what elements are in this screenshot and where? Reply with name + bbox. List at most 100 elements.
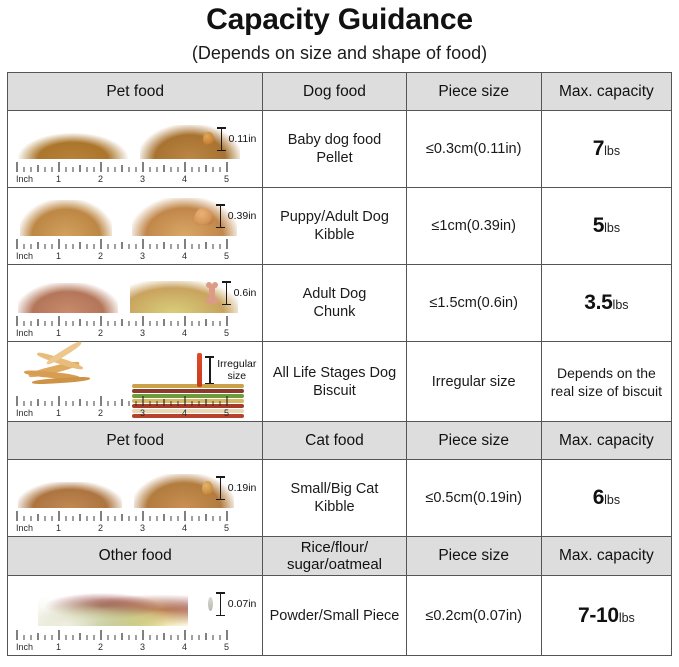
- svg-text:Inch: Inch: [16, 642, 33, 652]
- max-capacity-cell: 7-10lbs: [540, 575, 673, 656]
- food-pile-group: [14, 464, 258, 510]
- svg-text:2: 2: [98, 251, 103, 261]
- dimension-label: Irregular size: [217, 358, 256, 382]
- piece-size-cell: ≤1.5cm(0.6in): [405, 264, 542, 342]
- capacity-table: Pet food Dog food Piece size Max. capaci…: [6, 72, 673, 656]
- capacity-number: 6: [592, 486, 605, 509]
- dimension-indicator: 0.19in: [201, 465, 257, 511]
- food-name-line2: Kibble: [314, 499, 355, 515]
- section-header-cat: Pet food Cat food Piece size Max. capaci…: [6, 421, 673, 460]
- dimension-bar-icon: [216, 126, 226, 152]
- dimension-label: 0.11in: [228, 133, 257, 145]
- dimension-label: 0.07in: [227, 598, 257, 610]
- svg-text:Inch: Inch: [16, 251, 33, 261]
- food-sample-cell: Inch 1 2 3 4 5 Irregular: [6, 339, 264, 422]
- capacity-number: 3.5: [584, 291, 613, 314]
- header-pet-food: Pet food: [6, 421, 264, 460]
- food-name-cell: Small/Big Cat Kibble: [262, 459, 407, 537]
- max-capacity-cell: 3.5lbs: [540, 264, 673, 342]
- food-name-line2: Chunk: [313, 304, 356, 320]
- food-name-cell: Baby dog food Pellet: [262, 110, 407, 188]
- svg-text:1: 1: [56, 251, 61, 261]
- food-pile-group: [14, 115, 258, 161]
- header-piece-size: Piece size: [405, 72, 542, 111]
- food-name-line1: Powder/Small Piece: [269, 607, 400, 624]
- svg-text:1: 1: [56, 174, 61, 184]
- svg-text:5: 5: [224, 523, 229, 533]
- dimension-indicator: 0.11in: [202, 116, 257, 162]
- svg-text:5: 5: [224, 328, 229, 338]
- svg-text:5: 5: [224, 408, 229, 418]
- svg-text:4: 4: [182, 642, 187, 652]
- svg-text:4: 4: [182, 328, 187, 338]
- svg-text:1: 1: [56, 523, 61, 533]
- header-dog-food: Dog food: [262, 72, 407, 111]
- dimension-bar-icon: [215, 591, 225, 617]
- svg-text:4: 4: [182, 523, 187, 533]
- food-pile-mound: [18, 283, 118, 313]
- pellet-chip: [202, 132, 214, 146]
- capacity-text-line2: real size of biscuit: [550, 382, 663, 399]
- svg-text:4: 4: [182, 408, 187, 418]
- dimension-bar-icon: [205, 355, 215, 385]
- food-pile-group: [14, 580, 258, 626]
- header-rice-flour-line1: Rice/flour/: [300, 539, 369, 556]
- svg-text:4: 4: [182, 251, 187, 261]
- food-pile-mound: [20, 200, 112, 236]
- inch-ruler: Inch 1 2 3 4 5: [16, 160, 238, 184]
- food-name-cell: Puppy/Adult Dog Kibble: [262, 187, 407, 265]
- svg-text:3: 3: [140, 408, 145, 418]
- food-name-line2: Pellet: [316, 150, 353, 166]
- food-pile-mound: [134, 474, 234, 508]
- table-row: Inch 1 2 3 4 5 0.19in: [6, 459, 673, 537]
- capacity-number: 7: [592, 137, 605, 160]
- food-pile-mound: [140, 125, 240, 159]
- svg-text:2: 2: [98, 523, 103, 533]
- page-title: Capacity Guidance: [206, 3, 473, 36]
- header-other-food: Other food: [6, 536, 264, 576]
- ruler-unit-label: Inch: [16, 174, 33, 184]
- header-max-capacity: Max. capacity: [540, 72, 673, 111]
- biscuit-pile: [22, 339, 104, 386]
- dimension-label-line1: Irregular: [217, 358, 257, 370]
- biscuit-stick-stack: [132, 384, 244, 420]
- dimension-bar-icon: [215, 203, 225, 229]
- food-name-cell: Adult Dog Chunk: [262, 264, 407, 342]
- svg-text:3: 3: [140, 523, 145, 533]
- inch-ruler: Inch 1 2 3 4 5: [16, 314, 238, 338]
- section-header-dog: Pet food Dog food Piece size Max. capaci…: [6, 72, 673, 111]
- dimension-label: 0.6in: [233, 287, 257, 299]
- table-row: Inch 1 2 3 4 5 0.07in: [6, 575, 673, 656]
- svg-text:4: 4: [182, 174, 187, 184]
- max-capacity-cell: 6lbs: [540, 459, 673, 537]
- capacity-unit: lbs: [612, 298, 629, 312]
- food-name-line1: All Life Stages Dog: [272, 364, 397, 381]
- capacity-unit: lbs: [604, 144, 621, 158]
- header-max-capacity: Max. capacity: [540, 421, 673, 460]
- dimension-label: 0.19in: [227, 482, 257, 494]
- inch-ruler: Inch 1 2 3 4 5: [16, 394, 238, 418]
- dimension-bar-icon: [221, 280, 231, 306]
- page-subtitle: (Depends on size and shape of food): [191, 43, 488, 63]
- table-row: Inch 1 2 3 4 5 0.39in: [6, 187, 673, 265]
- food-name-line2: Biscuit: [313, 382, 356, 399]
- svg-text:Inch: Inch: [16, 408, 33, 418]
- piece-size-cell: ≤0.5cm(0.19in): [405, 459, 542, 537]
- header-rice-flour-line2: sugar/oatmeal: [286, 556, 382, 573]
- capacity-unit: lbs: [604, 493, 621, 507]
- svg-text:5: 5: [224, 174, 229, 184]
- max-capacity-cell: 5lbs: [540, 187, 673, 265]
- food-name-line1: Small/Big Cat: [290, 481, 379, 497]
- header-cat-food: Cat food: [262, 421, 407, 460]
- svg-text:1: 1: [56, 642, 61, 652]
- svg-text:2: 2: [98, 174, 103, 184]
- piece-size-cell: ≤0.2cm(0.07in): [405, 575, 542, 656]
- capacity-unit: lbs: [604, 221, 621, 235]
- svg-text:5: 5: [224, 251, 229, 261]
- dimension-indicator: 0.07in: [207, 581, 257, 627]
- food-pile-flat: [18, 133, 128, 159]
- food-pile-group: [14, 339, 258, 418]
- svg-text:2: 2: [98, 328, 103, 338]
- food-pile-colored: [130, 281, 238, 313]
- header-pet-food: Pet food: [6, 72, 264, 111]
